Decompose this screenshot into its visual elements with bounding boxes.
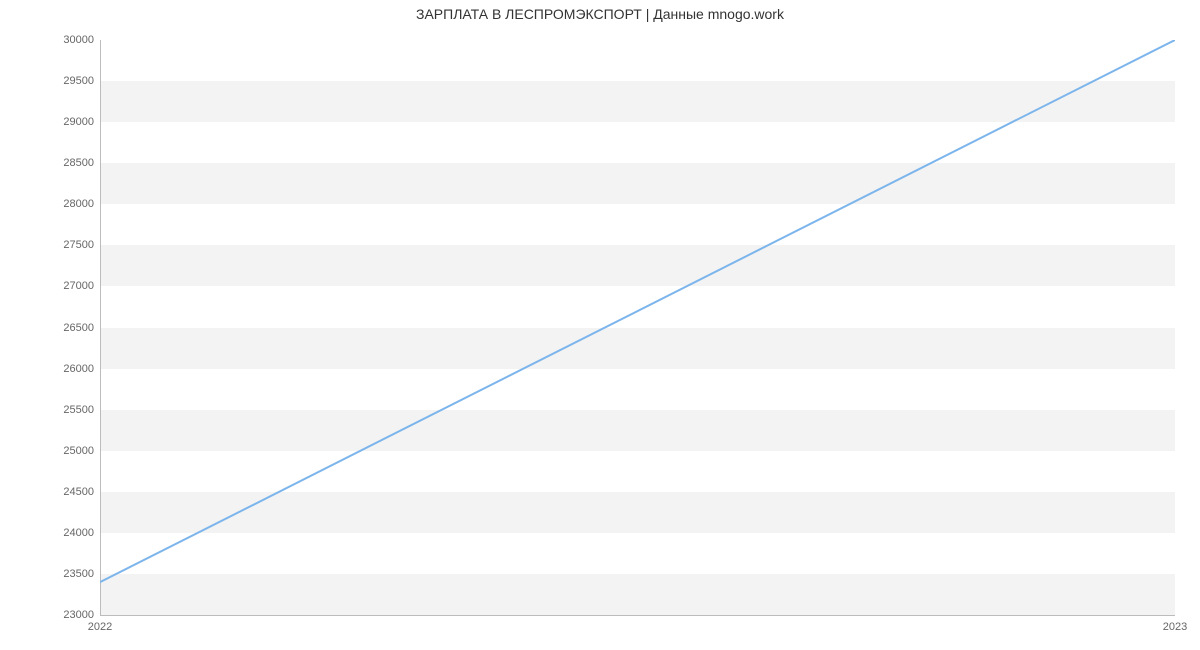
y-tick-label: 27000: [63, 280, 94, 292]
y-tick-label: 24000: [63, 527, 94, 539]
y-tick-label: 28000: [63, 198, 94, 210]
y-tick-label: 25500: [63, 404, 94, 416]
y-tick-label: 30000: [63, 34, 94, 46]
plot-area: 2300023500240002450025000255002600026500…: [100, 40, 1175, 615]
y-tick-label: 23500: [63, 568, 94, 580]
y-tick-label: 23000: [63, 609, 94, 621]
y-tick-label: 24500: [63, 486, 94, 498]
y-tick-label: 27500: [63, 239, 94, 251]
series-salary: [100, 40, 1175, 582]
line-layer: [100, 40, 1175, 615]
chart-container: ЗАРПЛАТА В ЛЕСПРОМЭКСПОРТ | Данные mnogo…: [0, 0, 1200, 650]
x-tick-label: 2023: [1163, 621, 1187, 633]
y-tick-label: 25000: [63, 445, 94, 457]
x-axis-line: [100, 615, 1175, 616]
chart-title: ЗАРПЛАТА В ЛЕСПРОМЭКСПОРТ | Данные mnogo…: [0, 6, 1200, 22]
y-tick-label: 29000: [63, 116, 94, 128]
y-tick-label: 26000: [63, 363, 94, 375]
y-tick-label: 29500: [63, 75, 94, 87]
y-tick-label: 28500: [63, 157, 94, 169]
x-tick-label: 2022: [88, 621, 112, 633]
y-tick-label: 26500: [63, 322, 94, 334]
